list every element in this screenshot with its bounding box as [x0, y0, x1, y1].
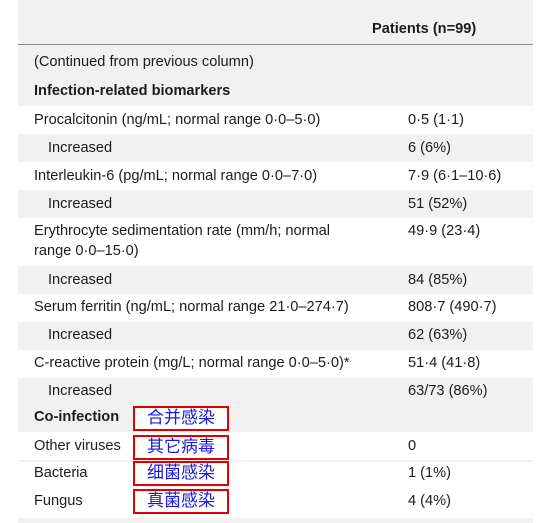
table-row: Increased 6 (6%): [18, 134, 533, 162]
row-label: Bacteria: [34, 465, 88, 481]
row-label: Increased: [48, 196, 113, 212]
table-row: Increased 51 (52%): [18, 190, 533, 218]
table-row: Procalcitonin (ng/mL; normal range 0·0–5…: [18, 106, 533, 134]
row-value: 49·9 (23·4): [408, 223, 481, 239]
section-coinfection: Co-infection: [34, 409, 120, 425]
column-header: Patients (n=99): [372, 21, 477, 37]
table-row: Increased 84 (85%): [18, 266, 533, 294]
row-value: 63/73 (86%): [408, 383, 488, 399]
row-label: Increased: [48, 327, 113, 343]
row-value: 0·5 (1·1): [408, 112, 464, 128]
table-row: Fungus 4 (4%): [18, 490, 533, 518]
row-label: Serum ferritin (ng/mL; normal range 21·0…: [34, 299, 349, 315]
row-value: 4 (4%): [408, 493, 451, 509]
header-divider: [18, 44, 533, 45]
row-value: 51·4 (41·8): [408, 355, 481, 371]
row-value: 0: [408, 438, 417, 454]
row-label: Fungus: [34, 493, 83, 509]
row-label: Increased: [48, 140, 113, 156]
row-value: 6 (6%): [408, 140, 451, 156]
table-row: Serum ferritin (ng/mL; normal range 21·0…: [18, 294, 533, 322]
table-row: Increased 63/73 (86%): [18, 378, 533, 406]
row-label: Increased: [48, 383, 113, 399]
row-label-continued: range 0·0–15·0): [34, 243, 139, 259]
row-label: Procalcitonin (ng/mL; normal range 0·0–5…: [34, 112, 321, 128]
row-value: 1 (1%): [408, 465, 451, 481]
table-row: Other viruses 0: [18, 432, 533, 460]
row-label: C-reactive protein (mg/L; normal range 0…: [34, 355, 350, 371]
annotation-other-viruses: 其它病毒: [133, 435, 229, 460]
row-value: 62 (63%): [408, 327, 468, 343]
row-label: Increased: [48, 272, 113, 288]
annotation-fungus: 真菌感染: [133, 489, 229, 514]
table-row: Increased 62 (63%): [18, 322, 533, 350]
table-row: Interleukin-6 (pg/mL; normal range 0·0–7…: [18, 162, 533, 190]
section-biomarkers: Infection-related biomarkers: [34, 83, 231, 99]
table-panel: Patients (n=99) (Continued from previous…: [18, 0, 533, 523]
row-label: Interleukin-6 (pg/mL; normal range 0·0–7…: [34, 168, 318, 184]
row-value: 7·9 (6·1–10·6): [408, 168, 502, 184]
row-value: 808·7 (490·7): [408, 299, 497, 315]
row-label: Erythrocyte sedimentation rate (mm/h; no…: [34, 223, 331, 239]
table-row: C-reactive protein (mg/L; normal range 0…: [18, 350, 533, 378]
annotation-bacteria: 细菌感染: [133, 461, 229, 486]
annotation-coinfection: 合并感染: [133, 406, 229, 431]
table-row: Erythrocyte sedimentation rate (mm/h; no…: [18, 218, 533, 266]
row-value: 51 (52%): [408, 196, 468, 212]
row-label: Other viruses: [34, 438, 121, 454]
row-value: 84 (85%): [408, 272, 468, 288]
table-row: Bacteria 1 (1%): [18, 462, 533, 490]
continued-note: (Continued from previous column): [34, 54, 254, 70]
